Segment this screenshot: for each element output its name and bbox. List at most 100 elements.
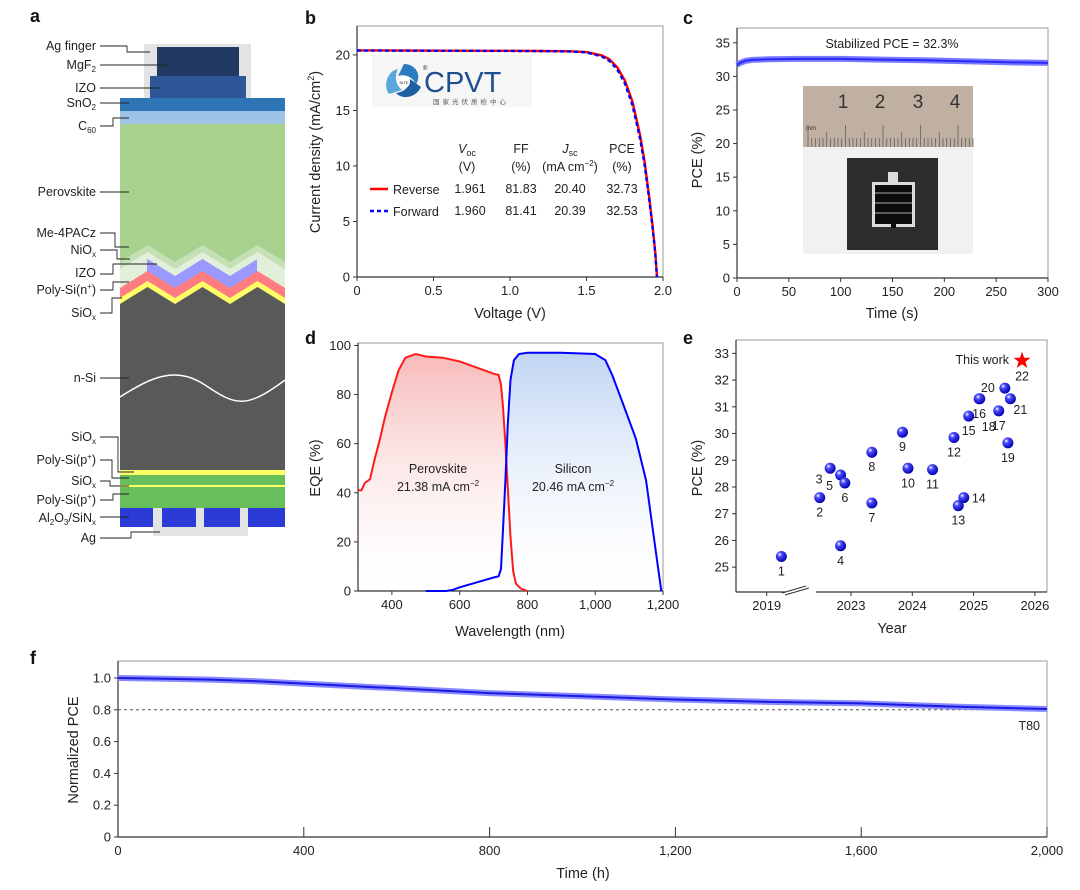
table-cell: 1.960 xyxy=(454,204,485,218)
data-point xyxy=(824,462,836,474)
panel-label-e: e xyxy=(683,328,693,348)
wafer-break-line xyxy=(119,374,286,402)
y-tick-label: 33 xyxy=(715,346,729,361)
data-point xyxy=(999,382,1011,394)
y-axis-title: PCE (%) xyxy=(690,440,706,496)
layer-label: SnO2 xyxy=(67,96,97,112)
x-tick-label: 50 xyxy=(782,284,796,299)
device-photo-inset: mm 1 2 3 4 xyxy=(803,86,974,254)
leader-line xyxy=(100,232,129,248)
data-point-label: 20 xyxy=(981,381,995,395)
leader-line xyxy=(100,480,129,487)
y-axis-title: PCE (%) xyxy=(690,132,706,188)
y-axis-title: Normalized PCE xyxy=(66,696,82,803)
layer-label: n-Si xyxy=(74,371,96,385)
x-tick-label: 2024 xyxy=(898,598,927,613)
t80-label: T80 xyxy=(1018,719,1040,733)
data-point-label: 21 xyxy=(1013,403,1027,417)
y-tick-label: 20 xyxy=(336,47,350,62)
stabilized-pce-annotation: Stabilized PCE = 32.3% xyxy=(825,37,958,51)
x-axis-title: Wavelength (nm) xyxy=(455,624,565,640)
data-point xyxy=(974,393,986,405)
data-point xyxy=(963,410,975,422)
series-perovskite-area xyxy=(358,354,528,591)
table-cell: 32.73 xyxy=(606,182,637,196)
table-header-ff: FF xyxy=(513,142,529,156)
y-tick-label: 0.8 xyxy=(93,702,111,717)
data-point-label: 16 xyxy=(972,407,986,421)
data-point xyxy=(958,492,970,504)
layer-label: MgF2 xyxy=(67,58,97,74)
device-structure-diagram: Ag fingerMgF2IZOSnO2C60PerovskiteMe-4PAC… xyxy=(36,39,286,545)
data-point xyxy=(993,405,1005,417)
pce-record-chart: Year PCE (%) This work 2019 2023 2024 2025 2… xyxy=(690,339,1049,637)
data-point xyxy=(775,550,787,562)
data-point-label: 12 xyxy=(947,446,961,460)
ag-contact-opening xyxy=(240,508,248,528)
cpvt-swirl-icon: NITE xyxy=(386,64,421,98)
x-axis-title: Year xyxy=(877,621,906,637)
y-tick-label: 35 xyxy=(716,35,730,50)
table-cell: 20.40 xyxy=(554,182,585,196)
logo-registered-mark: ® xyxy=(423,65,428,72)
y-tick-label: 27 xyxy=(715,506,729,521)
x-tick-label: 600 xyxy=(449,597,471,612)
leader-line xyxy=(100,281,129,291)
y-tick-label: 0.2 xyxy=(93,798,111,813)
data-point xyxy=(814,492,826,504)
silicon-label: Silicon xyxy=(555,462,592,476)
layer-label: C60 xyxy=(78,119,96,135)
n-si-wafer xyxy=(120,287,285,470)
perovskite-layer xyxy=(120,124,285,262)
y-tick-label: 5 xyxy=(723,237,730,252)
x-tick-label: 800 xyxy=(479,843,501,858)
layer-label: Poly-Si(p+) xyxy=(36,492,96,507)
x-tick-label: 400 xyxy=(293,843,315,858)
stability-chart: Time (h) Normalized PCE 0 400 800 1,200 1,60… xyxy=(66,660,1063,882)
data-point xyxy=(896,426,908,438)
x-tick-label: 2.0 xyxy=(654,283,672,298)
data-point-label: 1 xyxy=(778,564,785,578)
table-unit-pce: (%) xyxy=(612,160,631,174)
y-tick-label: 28 xyxy=(715,479,729,494)
y-tick-label: 0.6 xyxy=(93,734,111,749)
y-tick-label: 0.4 xyxy=(93,766,111,781)
table-cell: 81.83 xyxy=(505,182,536,196)
siox-rear-layer-2 xyxy=(120,485,285,487)
stabilized-pce-chart: mm 1 2 3 4 Stabilized PCE = 32.3% Time (… xyxy=(690,27,1059,322)
layer-label: IZO xyxy=(75,266,96,280)
y-tick-label: 10 xyxy=(336,158,350,173)
leader-line xyxy=(100,297,122,314)
ruler-unit: mm xyxy=(806,126,816,132)
x-tick-label: 1,200 xyxy=(659,843,692,858)
y-tick-label: 0 xyxy=(344,584,351,599)
series-silicon-area xyxy=(425,352,662,591)
plot-frame xyxy=(117,660,1048,838)
ag-contact-opening xyxy=(153,508,162,528)
data-point xyxy=(927,464,939,476)
this-work-star-icon xyxy=(1013,351,1031,368)
perovskite-jsc-label: 21.38 mA cm−2 xyxy=(397,479,480,494)
x-tick-label: 2023 xyxy=(837,598,866,613)
solar-cell-device xyxy=(847,158,938,250)
panel-label-b: b xyxy=(305,8,316,28)
data-point xyxy=(839,477,851,489)
y-tick-label: 1.0 xyxy=(93,671,111,686)
izo-top-layer xyxy=(150,76,246,100)
table-header-pce: PCE xyxy=(609,142,635,156)
sno2-layer xyxy=(120,98,285,111)
data-point-label: 11 xyxy=(926,478,939,492)
logo-text: CPVT xyxy=(424,67,502,99)
data-point-label: 15 xyxy=(962,424,976,438)
panel-label-d: d xyxy=(305,328,316,348)
pce-trace-line xyxy=(736,57,1049,66)
mgf2-layer xyxy=(157,47,239,77)
layer-label: Poly-Si(n+) xyxy=(36,282,96,297)
y-tick-label: 80 xyxy=(337,387,351,402)
poly-si-p-layer-2 xyxy=(120,487,285,508)
x-tick-label: 0 xyxy=(114,843,121,858)
table-cell: 1.961 xyxy=(454,182,485,196)
layer-label: Perovskite xyxy=(38,185,96,199)
data-point-label: 4 xyxy=(837,554,844,568)
leader-line xyxy=(100,531,160,539)
